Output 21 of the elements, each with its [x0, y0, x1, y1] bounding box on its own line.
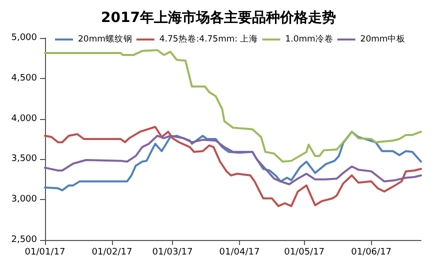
x-tick-label: 01/05/17 [284, 248, 325, 258]
x-tick-label: 01/03/17 [152, 248, 193, 258]
x-tick-label: 01/04/17 [219, 248, 260, 258]
y-tick-label: 4,500 [11, 73, 38, 84]
legend-label: 20mm螺纹钢 [78, 34, 132, 44]
line-series [44, 134, 422, 186]
y-tick-label: 5,000 [11, 33, 38, 43]
line-series [44, 130, 422, 192]
x-tick-label: 01/01/17 [24, 248, 66, 258]
y-tick-label: 3,000 [11, 194, 38, 205]
x-tick-label: 01/06/17 [351, 248, 392, 258]
legend-label: 4.75热卷:4.75mm: 上海 [159, 34, 258, 44]
chart-title: 2017年上海市场各主要品种价格走势 [101, 9, 336, 26]
y-tick-label: 4,000 [11, 114, 38, 124]
line-series [44, 126, 422, 208]
y-tick-label: 2,500 [11, 235, 38, 245]
legend-label: 20mm中板 [360, 34, 406, 44]
y-tick-label: 3,500 [11, 154, 38, 164]
line-series [44, 49, 422, 163]
x-tick-label: 01/02/17 [92, 248, 132, 258]
legend-label: 1.0mm冷卷 [285, 34, 334, 44]
